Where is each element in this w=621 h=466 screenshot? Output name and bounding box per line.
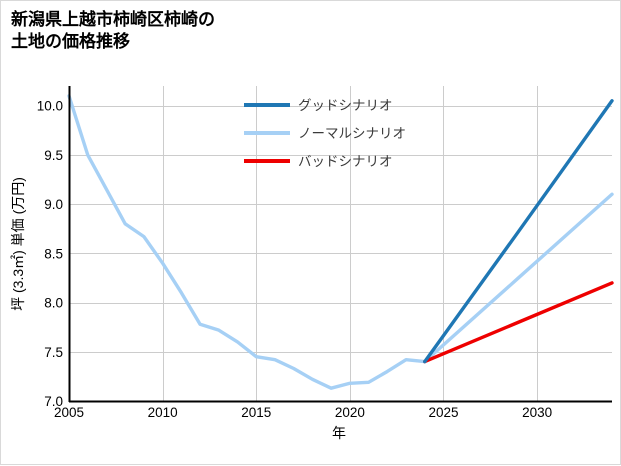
legend-label: ノーマルシナリオ — [298, 126, 406, 141]
x-gridlines — [163, 86, 538, 401]
series-line-bad — [423, 281, 614, 364]
series-line-normal — [67, 94, 614, 390]
y-tick-label: 7.5 — [44, 345, 63, 360]
series-line-good — [423, 99, 614, 364]
x-axis-tick-labels: 2005 2010 2015 2020 2025 2030 — [54, 405, 552, 420]
x-tick-label: 2020 — [335, 405, 365, 420]
x-axis-title: 年 — [332, 425, 346, 441]
y-tick-label: 7.0 — [44, 394, 63, 409]
x-tick-label: 2005 — [54, 405, 84, 420]
x-tick-label: 2025 — [428, 405, 458, 420]
x-tick-label: 2030 — [522, 405, 552, 420]
y-axis-title: 坪 (3.3㎡) 単価 (万円) — [10, 177, 26, 311]
legend-label: グッドシナリオ — [298, 98, 393, 113]
y-tick-label: 8.5 — [44, 246, 63, 261]
y-tick-label: 9.0 — [44, 197, 63, 212]
legend-label: バッドシナリオ — [298, 154, 393, 169]
page-title: 新潟県上越市柿崎区柿崎の 土地の価格推移 — [11, 10, 215, 52]
chart-series-group — [67, 94, 614, 390]
x-tick-label: 2015 — [241, 405, 271, 420]
y-tick-label: 8.0 — [44, 296, 63, 311]
x-tick-label: 2010 — [148, 405, 178, 420]
y-tick-label: 10.0 — [37, 99, 63, 114]
y-axis-tick-labels: 7.0 7.5 8.0 8.5 9.0 9.5 10.0 — [37, 99, 63, 409]
y-gridlines — [69, 106, 612, 353]
y-tick-label: 9.5 — [44, 148, 63, 163]
